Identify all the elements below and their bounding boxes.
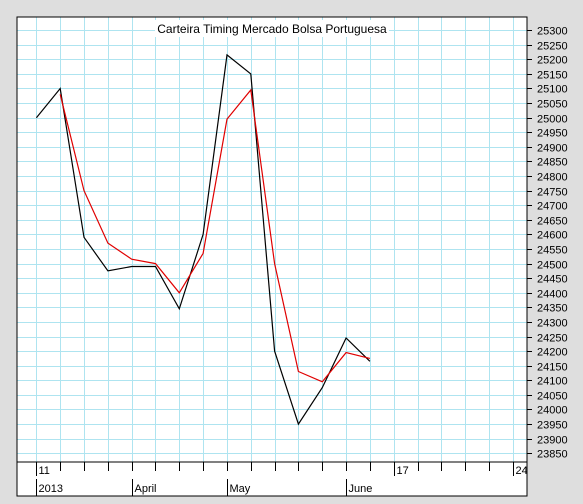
y-tick-label: 24900 <box>537 143 568 155</box>
y-tick-label: 25300 <box>537 26 568 38</box>
y-tick-label: 24150 <box>537 362 568 374</box>
x-day-label: 24 <box>516 465 528 477</box>
y-tick-label: 24550 <box>537 245 568 257</box>
y-tick-label: 24200 <box>537 347 568 359</box>
series-line-black <box>35 53 371 426</box>
y-tick-label: 23850 <box>537 449 568 461</box>
x-axis: 11 17 24 2013 April May June <box>36 462 528 496</box>
y-tick-label: 25100 <box>537 84 568 96</box>
x-month-label: June <box>349 483 373 495</box>
x-day-label: 17 <box>397 465 409 477</box>
y-axis: 23850 23900 23950 24000 24050 24100 24150 24200… <box>527 26 568 461</box>
chart-title: Carteira Timing Mercado Bolsa Portuguesa <box>157 22 387 36</box>
y-tick-label: 25150 <box>537 70 568 82</box>
y-tick-label: 24700 <box>537 201 568 213</box>
y-tick-label: 24800 <box>537 172 568 184</box>
x-day-label: 11 <box>39 465 50 477</box>
y-tick-label: 24350 <box>537 303 568 315</box>
series-layer <box>35 53 371 426</box>
y-tick-label: 25200 <box>537 55 568 67</box>
y-tick-label: 24750 <box>537 187 568 199</box>
y-tick-label: 24600 <box>537 230 568 242</box>
x-month-label: 2013 <box>39 483 63 495</box>
y-tick-label: 25050 <box>537 99 568 111</box>
y-tick-label: 24650 <box>537 216 568 228</box>
y-tick-label: 25250 <box>537 41 568 53</box>
series-line-red <box>59 88 371 383</box>
y-tick-label: 24250 <box>537 333 568 345</box>
y-tick-label: 24300 <box>537 318 568 330</box>
title-background <box>155 20 389 37</box>
y-tick-label: 24500 <box>537 260 568 272</box>
y-tick-label: 25000 <box>537 114 568 126</box>
y-tick-label: 24450 <box>537 274 568 286</box>
y-tick-label: 24050 <box>537 391 568 403</box>
y-tick-label: 24850 <box>537 157 568 169</box>
x-month-label: May <box>230 483 251 495</box>
y-tick-label: 23950 <box>537 420 568 432</box>
y-tick-label: 24000 <box>537 405 568 417</box>
x-month-label: April <box>135 483 157 495</box>
y-tick-label: 23900 <box>537 435 568 447</box>
x-axis-strip <box>16 461 528 497</box>
y-tick-label: 24100 <box>537 376 568 388</box>
y-tick-label: 24950 <box>537 128 568 140</box>
y-tick-label: 24400 <box>537 289 568 301</box>
